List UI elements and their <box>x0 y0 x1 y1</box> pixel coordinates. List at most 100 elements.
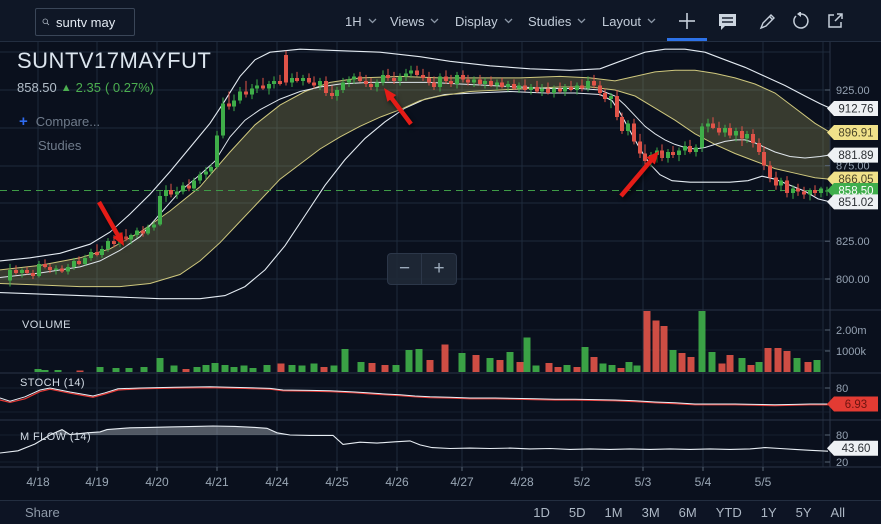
axis-label: 4/27 <box>450 475 474 489</box>
symbol-search-box[interactable] <box>35 8 135 36</box>
candle <box>66 266 70 272</box>
range-selector: 1D 5D 1M 3M 6M YTD 1Y 5Y All <box>533 505 881 520</box>
range-1y[interactable]: 1Y <box>760 505 777 520</box>
mflow-line <box>0 425 829 454</box>
candle <box>347 79 351 83</box>
volume-bar <box>643 311 651 372</box>
menu-layout[interactable]: Layout <box>602 0 656 42</box>
range-5d[interactable]: 5D <box>568 505 586 520</box>
last-price: 858.50 <box>17 80 57 95</box>
comment-icon[interactable] <box>716 10 738 32</box>
candle <box>512 83 516 89</box>
candle <box>728 127 732 136</box>
svg-text:896.91: 896.91 <box>838 127 873 139</box>
volume-bar <box>726 355 734 372</box>
axis-labels-layer: 925.00 875.00 825.00 800.00 2.00m 1000k 80 80 20… <box>26 85 869 489</box>
volume-bar <box>496 360 504 372</box>
candle <box>683 145 687 151</box>
popout-icon[interactable] <box>824 10 846 32</box>
axis-label: 4/28 <box>510 475 534 489</box>
menu-views[interactable]: Views <box>390 0 439 42</box>
candle <box>762 151 766 166</box>
refresh-icon[interactable] <box>790 10 812 32</box>
candle <box>146 227 150 234</box>
zoom-in-button[interactable]: + <box>433 258 445 279</box>
volume-bar <box>125 367 133 372</box>
candle <box>813 189 817 193</box>
volume-bar <box>140 366 148 372</box>
volume-bar <box>288 365 296 372</box>
candle <box>60 268 64 272</box>
price-tag: 881.89 <box>827 147 878 163</box>
candle <box>449 80 453 84</box>
range-6m[interactable]: 6M <box>678 505 697 520</box>
axis-label: 4/20 <box>145 475 169 489</box>
candle <box>586 80 590 89</box>
range-ytd[interactable]: YTD <box>715 505 742 520</box>
candle <box>671 151 675 156</box>
candle <box>466 79 470 83</box>
candle <box>483 80 487 84</box>
range-5y[interactable]: 5Y <box>795 505 812 520</box>
candle <box>825 190 829 192</box>
candle <box>517 85 521 89</box>
candle <box>209 167 213 172</box>
search-icon <box>42 18 50 26</box>
range-1m[interactable]: 1M <box>604 505 623 520</box>
candle <box>523 85 527 90</box>
candle <box>409 70 413 74</box>
zoom-out-button[interactable]: − <box>388 254 422 284</box>
volume-bar <box>54 369 62 372</box>
candle <box>500 82 504 87</box>
candle <box>341 82 345 90</box>
menu-studies[interactable]: Studies <box>528 0 586 42</box>
volume-bar <box>625 361 633 372</box>
volume-bar <box>341 348 349 372</box>
axis-label: 2.00m <box>836 325 867 337</box>
candle <box>48 266 52 270</box>
axis-label: 5/5 <box>755 475 772 489</box>
volume-bar <box>755 361 763 372</box>
volume-bar <box>573 366 581 372</box>
compare-link[interactable]: + Compare... <box>19 113 100 130</box>
candle <box>677 150 681 156</box>
mflow-panel-label: M FLOW (14) <box>20 431 92 443</box>
candle <box>540 88 544 92</box>
volume-bar <box>277 363 285 372</box>
volume-bar <box>221 365 229 372</box>
candle <box>386 74 390 78</box>
range-1d[interactable]: 1D <box>533 505 550 520</box>
candle <box>734 130 738 136</box>
candle <box>819 188 823 193</box>
volume-bar <box>774 347 782 372</box>
candle <box>25 269 29 273</box>
candle <box>335 90 339 97</box>
axis-label: 4/19 <box>85 475 109 489</box>
price-tags-layer: 912.76896.91881.89866.05858.50851.026.93… <box>827 101 878 456</box>
search-input[interactable] <box>56 14 128 30</box>
range-all[interactable]: All <box>830 505 845 520</box>
candle <box>272 80 276 84</box>
menu-interval[interactable]: 1H <box>345 0 377 42</box>
candle <box>427 77 431 83</box>
volume-layer <box>34 311 821 372</box>
candle <box>278 80 282 84</box>
draw-icon[interactable] <box>756 10 778 32</box>
range-3m[interactable]: 3M <box>641 505 660 520</box>
svg-text:43.60: 43.60 <box>842 443 871 455</box>
candle <box>181 185 185 192</box>
toolbar: 1H Views Display Studies Layout <box>0 0 881 42</box>
candle <box>546 88 550 94</box>
volume-bar <box>320 366 328 372</box>
share-button[interactable]: Share <box>25 505 60 520</box>
volume-bar <box>357 361 365 372</box>
symbol-title: SUNTV17MAYFUT <box>17 48 212 73</box>
candle <box>558 88 562 92</box>
candle <box>575 85 579 90</box>
candle <box>626 123 630 131</box>
menu-display[interactable]: Display <box>455 0 513 42</box>
add-icon[interactable] <box>676 10 698 32</box>
studies-link[interactable]: Studies <box>38 138 81 153</box>
candle <box>141 230 145 234</box>
